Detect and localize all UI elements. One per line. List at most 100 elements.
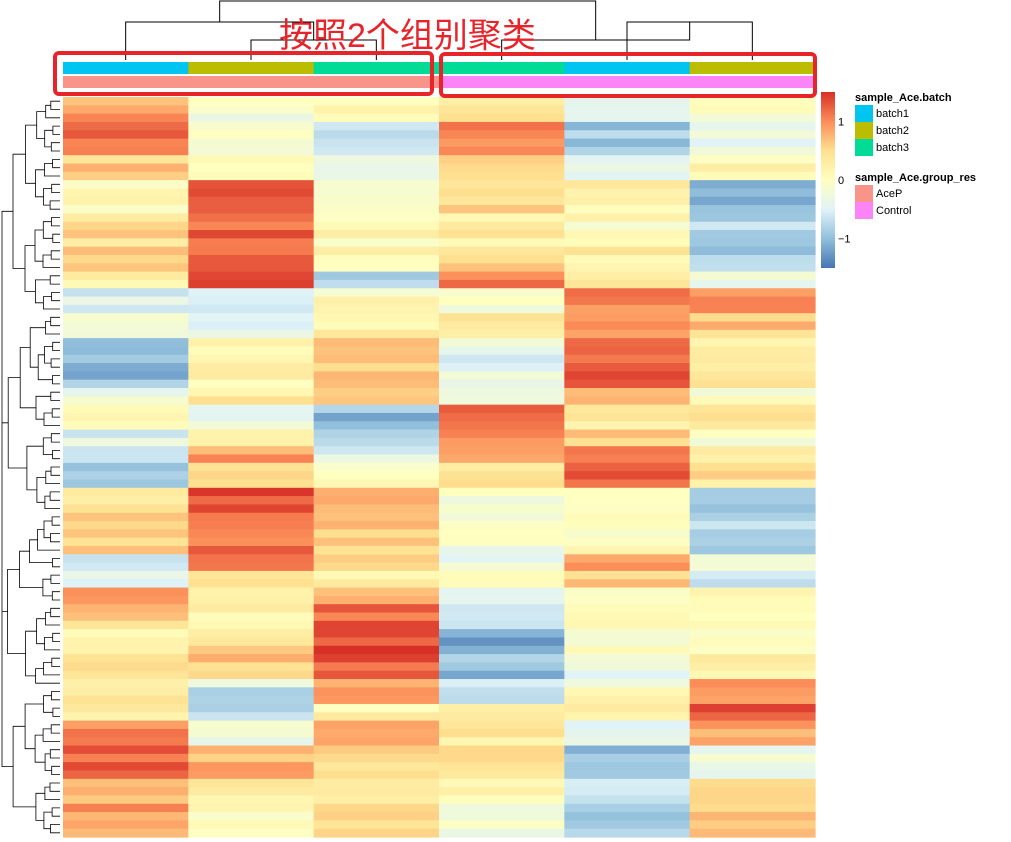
heatmap-cell (63, 205, 189, 214)
heatmap-cell (63, 412, 189, 422)
heatmap-cell (564, 163, 691, 173)
heatmap-cell (63, 479, 189, 489)
heatmap-cell (439, 512, 565, 522)
heatmap-cell (63, 379, 189, 389)
heatmap-cell (188, 812, 315, 821)
heatmap-cell (439, 762, 565, 772)
heatmap-cell (689, 720, 816, 730)
heatmap-cell (188, 254, 315, 264)
heatmap-cell (313, 787, 440, 797)
heatmap-cell (63, 720, 189, 730)
heatmap-cell (439, 670, 565, 680)
heatmap-cell (63, 238, 189, 248)
heatmap-cell (564, 155, 691, 165)
heatmap-cell (439, 321, 565, 331)
heatmap-cell (689, 737, 816, 747)
heatmap-cell (689, 645, 816, 655)
heatmap-cell (439, 454, 565, 464)
heatmap-cell (63, 138, 189, 148)
heatmap-cell (564, 787, 691, 797)
heatmap-cell (188, 570, 315, 580)
heatmap-cell (313, 504, 440, 514)
heatmap-cell (689, 404, 816, 414)
heatmap-cell (63, 654, 189, 663)
heatmap-cell (188, 778, 315, 788)
heatmap-cell (63, 728, 189, 738)
heatmap-cell (313, 238, 440, 248)
heatmap-cell (439, 812, 565, 821)
heatmap-cell (689, 812, 816, 821)
heatmap-cell (689, 695, 816, 705)
heatmap-cell (439, 487, 565, 497)
heatmap-cell (564, 620, 691, 630)
heatmap-cell (689, 537, 816, 547)
heatmap-cell (63, 554, 189, 564)
heatmap-cell (188, 429, 315, 439)
legend-label: batch3 (876, 142, 909, 154)
heatmap-cell (689, 712, 816, 722)
heatmap-cell (439, 288, 565, 298)
heatmap-cell (63, 812, 189, 821)
heatmap-cell (63, 828, 189, 838)
heatmap-cell (564, 637, 691, 647)
heatmap-cell (313, 679, 440, 688)
heatmap-cell (689, 155, 816, 165)
heatmap-cell (63, 645, 189, 655)
group-annotation-cell (63, 76, 189, 88)
heatmap-cell (313, 828, 440, 838)
heatmap-cell (689, 321, 816, 331)
heatmap-cell (439, 471, 565, 481)
heatmap-cell (564, 338, 691, 348)
heatmap-cell (564, 462, 691, 472)
heatmap-cell (689, 246, 816, 256)
heatmap-cell (439, 271, 565, 281)
heatmap-cell (689, 437, 816, 447)
heatmap-cell (313, 579, 440, 589)
heatmap-cell (63, 620, 189, 630)
heatmap-cell (63, 130, 189, 140)
heatmap-cell (188, 437, 315, 447)
row-dendrogram-branches (1, 100, 60, 834)
group-annotation-cell (564, 76, 691, 88)
heatmap-cell (188, 138, 315, 148)
heatmap-cell (188, 504, 315, 514)
heatmap-cell (313, 446, 440, 456)
heatmap-cell (188, 762, 315, 772)
heatmap-cell (689, 487, 816, 497)
heatmap-cell (439, 637, 565, 647)
heatmap-cell (689, 529, 816, 539)
heatmap-cell (63, 679, 189, 688)
heatmap-cell (564, 437, 691, 447)
heatmap-cell (689, 296, 816, 306)
heatmap-cell (564, 828, 691, 838)
heatmap-cell (188, 687, 315, 697)
heatmap-cell (439, 363, 565, 372)
heatmap-cell (188, 662, 315, 672)
heatmap-cell (564, 612, 691, 622)
heatmap-cell (188, 803, 315, 813)
heatmap-cell (439, 562, 565, 572)
heatmap-cell (689, 828, 816, 838)
heatmap-cell (564, 321, 691, 331)
batch-annotation-cell (188, 62, 315, 74)
heatmap-cell (313, 321, 440, 331)
heatmap-cell (689, 679, 816, 688)
group-annotation-cell (313, 76, 440, 88)
heatmap-cell (689, 587, 816, 597)
heatmap-cell (689, 620, 816, 630)
heatmap-cell (188, 620, 315, 630)
heatmap-cell (63, 338, 189, 348)
heatmap-cell (313, 521, 440, 530)
legend-label: Control (876, 205, 911, 217)
heatmap-cell (564, 446, 691, 456)
heatmap-cell (63, 429, 189, 439)
heatmap-cell (689, 346, 816, 356)
heatmap-cell (564, 188, 691, 198)
heatmap-cell (564, 396, 691, 406)
heatmap-cell (63, 354, 189, 364)
heatmap-cell (439, 662, 565, 672)
heatmap-cell (689, 238, 816, 248)
legend-swatch (855, 122, 873, 139)
heatmap-cell (63, 562, 189, 572)
heatmap-cell (689, 787, 816, 797)
